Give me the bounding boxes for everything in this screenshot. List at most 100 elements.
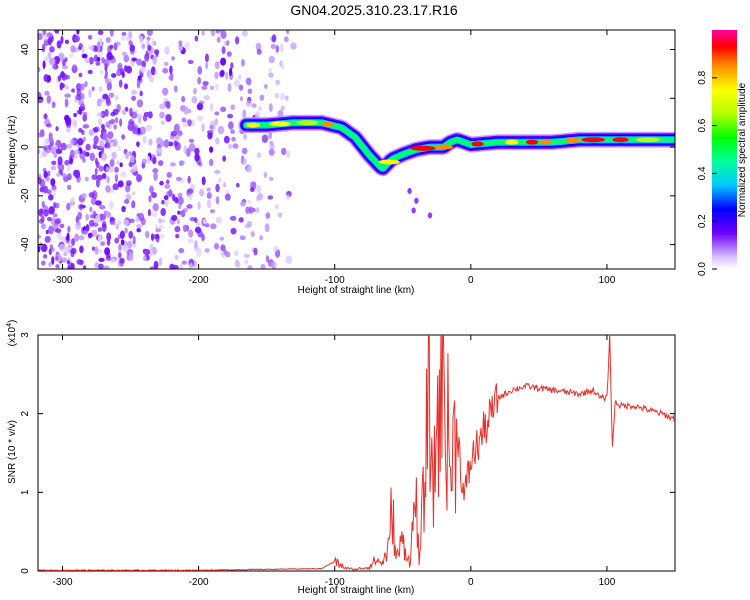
noise-speck	[97, 181, 101, 186]
noise-speck	[224, 193, 231, 201]
noise-speck	[91, 246, 96, 251]
noise-speck	[42, 60, 46, 69]
noise-speck	[159, 103, 166, 110]
noise-speck	[46, 32, 53, 38]
noise-speck	[84, 176, 89, 182]
noise-speck	[51, 160, 57, 166]
noise-speck	[105, 185, 111, 193]
noise-speck	[115, 223, 120, 230]
y-tick-label: 2	[20, 410, 31, 416]
noise-speck	[55, 228, 62, 234]
noise-speck	[100, 213, 107, 221]
noise-speck	[197, 76, 202, 85]
noise-speck	[244, 224, 252, 229]
noise-speck	[51, 101, 56, 109]
noise-speck	[81, 193, 87, 199]
noise-speck	[144, 52, 150, 62]
noise-speck	[206, 199, 212, 209]
x-tick-label: -300	[52, 577, 72, 588]
noise-speck	[98, 263, 104, 269]
noise-speck	[122, 51, 127, 56]
noise-speck	[38, 149, 41, 154]
noise-speck	[99, 37, 103, 47]
noise-speck	[160, 140, 165, 147]
noise-speck	[104, 108, 109, 117]
noise-speck	[105, 36, 111, 43]
noise-speck	[146, 70, 151, 79]
noise-speck	[178, 44, 184, 52]
noise-speck	[164, 198, 169, 208]
noise-speck	[119, 162, 123, 168]
noise-speck	[123, 83, 129, 90]
noise-speck	[71, 88, 76, 93]
noise-speck	[43, 254, 48, 259]
noise-speck	[274, 93, 280, 99]
noise-speck	[285, 255, 293, 264]
noise-speck	[174, 226, 181, 233]
noise-speck	[48, 206, 55, 215]
ridge-hotspot	[245, 122, 261, 128]
noise-speck	[136, 141, 140, 147]
noise-speck	[52, 188, 57, 197]
noise-speck	[105, 252, 111, 259]
noise-speck	[245, 77, 252, 85]
noise-speck	[207, 132, 213, 140]
noise-speck	[44, 235, 51, 243]
noise-speck	[215, 216, 223, 224]
colorbar-tick-label: 0.0	[697, 262, 708, 276]
noise-speck	[101, 173, 107, 180]
noise-speck	[157, 160, 164, 166]
noise-speck	[146, 36, 151, 41]
noise-speck	[81, 46, 85, 54]
noise-speck	[226, 40, 230, 46]
noise-speck	[145, 254, 150, 261]
noise-speck	[209, 125, 214, 130]
noise-speck	[106, 82, 112, 91]
noise-speck	[230, 62, 234, 69]
noise-speck	[220, 244, 226, 252]
noise-speck	[114, 117, 119, 124]
noise-speck	[149, 243, 154, 251]
noise-speck	[117, 251, 122, 259]
noise-speck	[43, 209, 49, 217]
spectrogram-noise	[38, 30, 297, 269]
noise-speck	[141, 43, 146, 50]
noise-speck	[65, 127, 71, 133]
noise-speck	[201, 123, 205, 132]
noise-speck	[68, 53, 74, 58]
noise-speck	[209, 146, 214, 153]
noise-speck	[100, 152, 107, 161]
noise-speck	[136, 99, 144, 108]
noise-speck	[38, 132, 43, 138]
noise-speck	[141, 158, 147, 165]
noise-speck	[279, 60, 283, 67]
noise-speck	[61, 65, 69, 70]
noise-speck	[160, 120, 166, 125]
noise-speck	[38, 32, 43, 41]
noise-speck	[64, 85, 70, 90]
noise-speck	[60, 71, 65, 79]
noise-speck	[210, 223, 217, 230]
x-tick-label: -100	[325, 577, 345, 588]
x-tick-label: 100	[599, 577, 616, 588]
noise-speck	[181, 117, 187, 123]
noise-speck	[250, 230, 255, 238]
noise-speck	[174, 254, 179, 260]
noise-speck	[160, 218, 166, 223]
noise-speck	[69, 149, 75, 159]
noise-speck	[238, 84, 244, 91]
noise-speck	[141, 60, 147, 68]
noise-speck	[177, 192, 183, 198]
noise-speck	[43, 113, 48, 120]
noise-speck	[73, 112, 77, 118]
noise-speck	[146, 30, 153, 36]
noise-speck	[275, 79, 280, 86]
noise-speck	[51, 256, 55, 265]
noise-speck	[118, 79, 123, 88]
noise-speck	[112, 219, 116, 226]
noise-speck	[93, 141, 97, 150]
noise-speck	[163, 195, 169, 201]
noise-speck	[76, 259, 82, 265]
noise-speck	[217, 125, 225, 135]
noise-speck	[188, 143, 196, 152]
